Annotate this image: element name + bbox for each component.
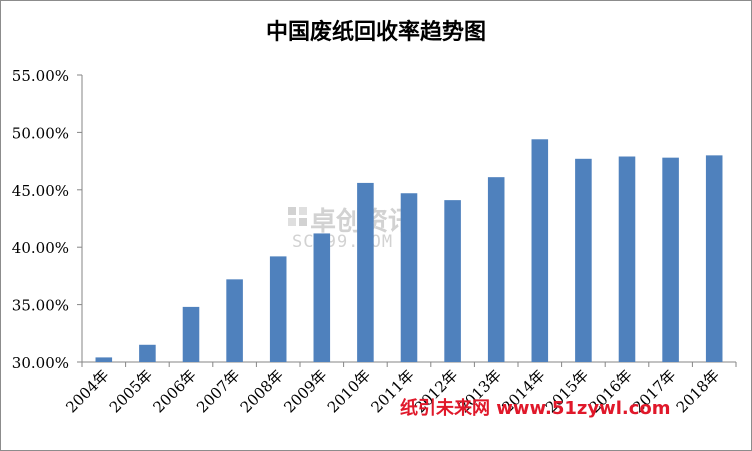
bar-2010年 [357,182,374,362]
x-tick-label: 2009年 [280,366,330,416]
bar-2005年 [139,344,156,362]
chart-title: 中国废纸回收率趋势图 [265,20,486,45]
x-tick-label: 2018年 [673,366,723,416]
bar-2008年 [269,256,287,362]
x-tick-label: 2006年 [149,366,199,416]
watermark-site-text: 纸引未来网 www.51zywl.com [400,397,671,419]
bar-2015年 [575,158,592,362]
y-tick-label: 45.00% [12,182,69,200]
bar-2011年 [400,193,418,362]
watermark-logo: 卓创资讯 SCI99.COM [288,207,414,252]
bar-2013年 [487,177,505,362]
x-tick-label: 2008年 [237,366,287,416]
watermark-logo-sub: SCI99.COM [292,232,393,252]
y-tick-label: 30.00% [12,354,69,372]
bar-2017年 [662,157,679,362]
x-tick-label: 2010年 [324,366,374,416]
bar-2004年 [95,357,113,362]
bar-2016年 [618,156,636,362]
bar-2012年 [444,200,461,362]
bar-2007年 [226,279,243,362]
x-tick-label: 2004年 [62,366,112,416]
bar-2009年 [313,233,331,362]
y-tick-label: 35.00% [12,297,69,315]
y-axis: 30.00% 35.00% 40.00% 45.00% 50.00% 55.00% [12,67,83,372]
bar-2018年 [705,155,723,362]
x-tick-label: 2007年 [193,366,243,416]
bar-2006年 [182,306,200,362]
x-axis [81,361,737,367]
y-tick-label: 40.00% [12,239,69,257]
bars [95,139,723,362]
bar-2014年 [531,139,549,362]
y-tick-label: 50.00% [12,124,69,142]
y-tick-label: 55.00% [12,67,69,85]
x-tick-label: 2005年 [106,366,156,416]
